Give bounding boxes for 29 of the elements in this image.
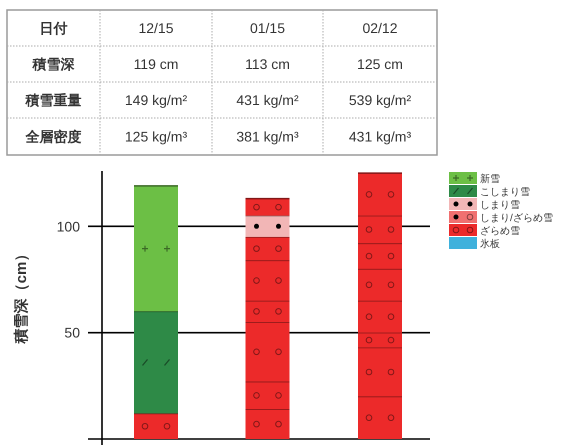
text: 119 cm (134, 56, 178, 72)
legend-label: しまり雪 (480, 200, 520, 211)
bar (246, 216, 290, 237)
text: 113 cm (245, 56, 290, 72)
legend-label: こしまり雪 (480, 187, 530, 198)
y-axis-title: 積雪深（cm） (13, 246, 30, 344)
legend-label: しまり/ざらめ雪 (480, 213, 553, 224)
bar (134, 311, 178, 414)
bar (134, 413, 178, 439)
category-label: 12/15 (138, 20, 174, 36)
y-tick-label: 100 (56, 218, 80, 234)
text: 125 cm (357, 56, 403, 72)
category-label: 日付 (40, 20, 68, 36)
category-label: 02/12 (362, 20, 398, 36)
category-label: 積雪重量 (26, 92, 82, 108)
legend-label: 新雪 (480, 173, 500, 185)
text: 125 kg/m³ (124, 128, 188, 144)
bar (134, 186, 178, 312)
text: 381 kg/m³ (236, 128, 299, 144)
text: 431 kg/m² (236, 92, 299, 108)
text: 431 kg/m³ (348, 128, 412, 144)
category-label: 01/15 (250, 20, 286, 36)
text: 539 kg/m² (348, 92, 412, 108)
y-tick-label: 50 (64, 324, 80, 341)
legend-label: ざらめ雪 (480, 226, 520, 237)
text: 149 kg/m² (124, 92, 188, 108)
legend-label: 氷板 (480, 238, 500, 250)
category-label: 全層密度 (26, 128, 82, 144)
category-label: 積雪深 (32, 56, 74, 72)
